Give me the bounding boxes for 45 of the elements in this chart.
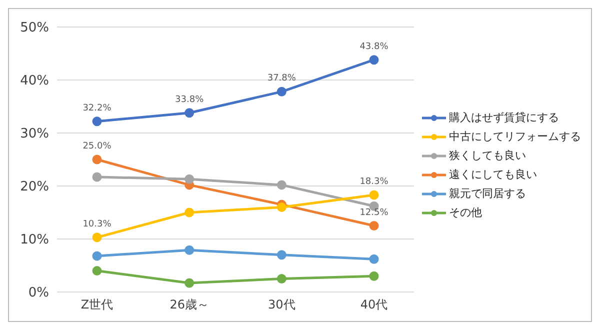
legend-label: その他 (449, 205, 482, 221)
point (276, 180, 286, 190)
x-tick-label: Z世代 (80, 298, 114, 312)
point (184, 208, 194, 218)
data-label: 18.3% (360, 177, 389, 188)
y-tick-label: 40% (20, 74, 49, 89)
y-tick-label: 30% (20, 126, 49, 142)
y-tick-label: 50% (20, 20, 49, 36)
legend-label: 狭くしても良い (449, 148, 526, 164)
point (184, 174, 194, 184)
point (276, 202, 286, 212)
data-label: 32.2% (82, 103, 112, 114)
point (276, 250, 286, 260)
x-tick-label: 26歳～ (170, 298, 209, 312)
point (276, 274, 286, 284)
legend-label: 中古にしてリフォームする (449, 129, 581, 145)
legend-label: 購入はせず賃貸にする (449, 110, 559, 126)
x-tick-label: 40代 (360, 298, 388, 312)
data-label: 10.3% (82, 219, 112, 230)
data-label: 25.0% (82, 142, 112, 152)
point (92, 154, 102, 164)
point (92, 116, 102, 126)
point (369, 55, 379, 65)
legend-label: 親元で同居する (449, 186, 526, 202)
point (369, 254, 379, 264)
y-tick-label: 0% (28, 286, 49, 301)
point (92, 266, 102, 276)
point (92, 172, 102, 182)
data-label: 43.8% (360, 42, 389, 52)
point (184, 108, 194, 118)
point (369, 271, 379, 281)
point (276, 86, 286, 96)
data-label: 37.8% (267, 74, 296, 84)
data-label: 33.8% (175, 94, 204, 105)
point (184, 245, 194, 255)
data-label: 12.5% (360, 208, 389, 218)
point (369, 190, 379, 200)
legend-label: 遠くにしても良い (449, 167, 537, 183)
point (369, 221, 379, 230)
x-tick-label: 30代 (268, 298, 296, 312)
point (92, 251, 102, 261)
point (184, 278, 194, 288)
point (92, 232, 102, 242)
y-tick-label: 10% (20, 232, 49, 248)
y-tick-label: 20% (20, 180, 49, 195)
